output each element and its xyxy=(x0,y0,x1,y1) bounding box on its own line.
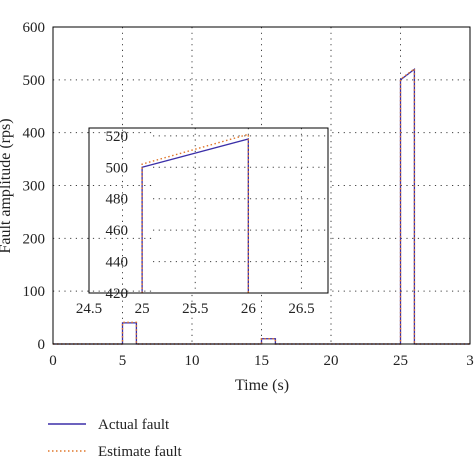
inset-series-estimate-fault xyxy=(141,133,250,293)
main-y-tick-labels: 0 100 200 300 400 500 600 xyxy=(23,20,46,353)
main-y-tick-label: 400 xyxy=(23,126,46,142)
legend-label-estimate-fault: Estimate fault xyxy=(98,444,183,460)
inset-x-tick-label: 26.5 xyxy=(288,301,314,317)
main-grid xyxy=(53,27,470,344)
inset-x-tick-labels: 24.5 25 25.5 26 26.5 xyxy=(76,301,315,317)
main-y-tick-label: 600 xyxy=(23,20,46,36)
inset-y-tick-label: 440 xyxy=(106,255,129,271)
main-x-tick-label: 3 xyxy=(466,353,474,369)
inset-y-tick-labels: 420 440 460 480 500 520 xyxy=(106,129,129,302)
x-axis-label: Time (s) xyxy=(235,377,289,394)
inset-x-tick-label: 25.5 xyxy=(182,301,208,317)
main-y-tick-label: 200 xyxy=(23,231,46,247)
inset-background xyxy=(153,128,328,293)
main-series xyxy=(53,67,470,345)
inset-y-tick-label: 480 xyxy=(106,192,129,208)
main-series-estimate-fault xyxy=(53,67,470,345)
main-x-tick-label: 20 xyxy=(324,353,339,369)
main-y-tick-label: 500 xyxy=(23,73,46,89)
main-x-tick-label: 5 xyxy=(119,353,127,369)
main-y-tick-label: 100 xyxy=(23,284,46,300)
inset-y-tick-label: 500 xyxy=(106,160,129,176)
main-y-tick-label: 300 xyxy=(23,179,46,195)
main-plot-frame xyxy=(52,26,471,345)
legend: Actual fault Estimate fault xyxy=(48,417,183,460)
inset-series xyxy=(141,133,250,293)
inset-y-tick-label: 460 xyxy=(106,223,129,239)
legend-label-actual-fault: Actual fault xyxy=(98,417,170,433)
inset-x-tick-label: 26 xyxy=(241,301,257,317)
inset-y-tick-label: 420 xyxy=(106,286,129,302)
main-x-tick-label: 10 xyxy=(185,353,200,369)
inset-y-tick-label: 520 xyxy=(106,129,129,145)
y-axis-label: Fault amplitude (rps) xyxy=(0,118,14,253)
main-x-tick-label: 0 xyxy=(49,353,57,369)
main-x-tick-labels: 0 5 10 15 20 25 3 xyxy=(49,353,474,369)
inset-plot-frame xyxy=(88,127,329,294)
main-x-tick-label: 25 xyxy=(393,353,408,369)
inset-x-tick-label: 25 xyxy=(135,301,150,317)
main-y-tick-label: 0 xyxy=(38,337,46,353)
main-x-tick-label: 15 xyxy=(254,353,269,369)
inset-x-tick-label: 24.5 xyxy=(76,301,102,317)
